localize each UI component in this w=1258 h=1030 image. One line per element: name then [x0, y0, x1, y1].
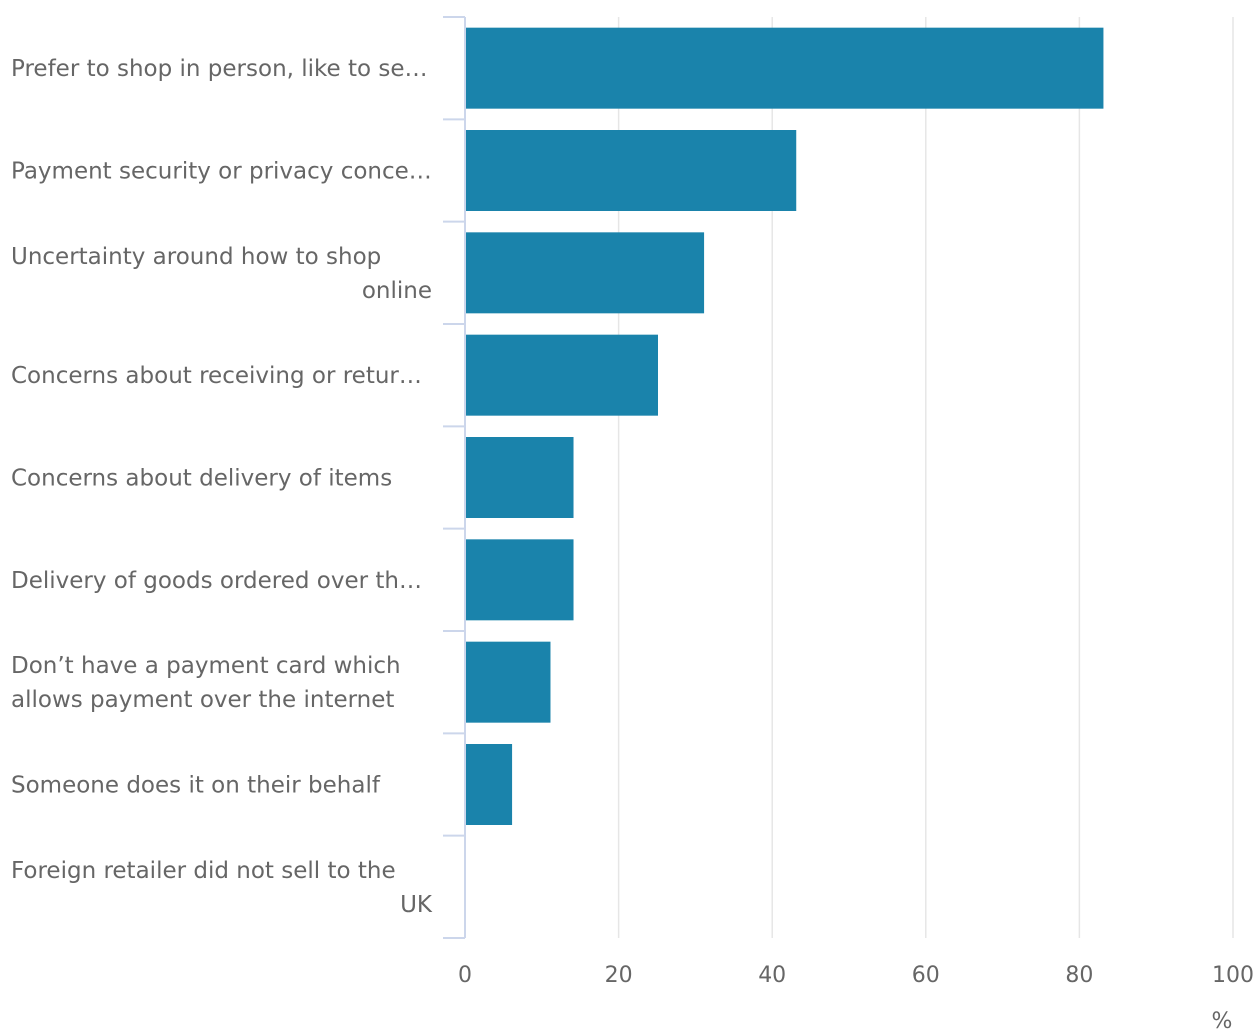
- bar: [466, 641, 551, 723]
- bar: [466, 232, 705, 314]
- category-label: Delivery of goods ordered over th…: [11, 568, 422, 594]
- x-tick-label: 0: [458, 963, 472, 988]
- x-axis-unit-label: %: [1212, 1009, 1233, 1030]
- category-label: Someone does it on their behalf: [11, 773, 381, 799]
- category-label: Payment security or privacy conce…: [11, 159, 432, 185]
- x-tick-label: 100: [1212, 963, 1254, 988]
- bar: [466, 744, 513, 825]
- category-label: UK: [400, 892, 433, 918]
- bar: [466, 437, 574, 518]
- x-tick-label: 20: [605, 963, 633, 988]
- category-label: Prefer to shop in person, like to se…: [11, 56, 428, 82]
- bars: [466, 27, 1104, 825]
- category-label: Concerns about receiving or retur…: [11, 363, 422, 389]
- category-label: Foreign retailer did not sell to the: [11, 858, 396, 884]
- category-labels: Prefer to shop in person, like to se… Pay…: [11, 56, 433, 918]
- category-label: allows payment over the internet: [11, 687, 394, 713]
- category-label: Concerns about delivery of items: [11, 466, 392, 492]
- bar: [466, 27, 1104, 109]
- x-tick-label: 80: [1065, 963, 1093, 988]
- category-label: Uncertainty around how to shop: [11, 244, 381, 270]
- x-tick-label: 60: [912, 963, 940, 988]
- category-axis: [443, 16, 466, 939]
- value-axis-ticks: 0 20 40 60 80 100: [458, 963, 1254, 988]
- category-label: online: [362, 278, 432, 304]
- bar: [466, 130, 797, 211]
- bar: [466, 539, 574, 621]
- x-tick-label: 40: [758, 963, 786, 988]
- bar: [466, 334, 658, 416]
- category-label: Don’t have a payment card which: [11, 653, 401, 679]
